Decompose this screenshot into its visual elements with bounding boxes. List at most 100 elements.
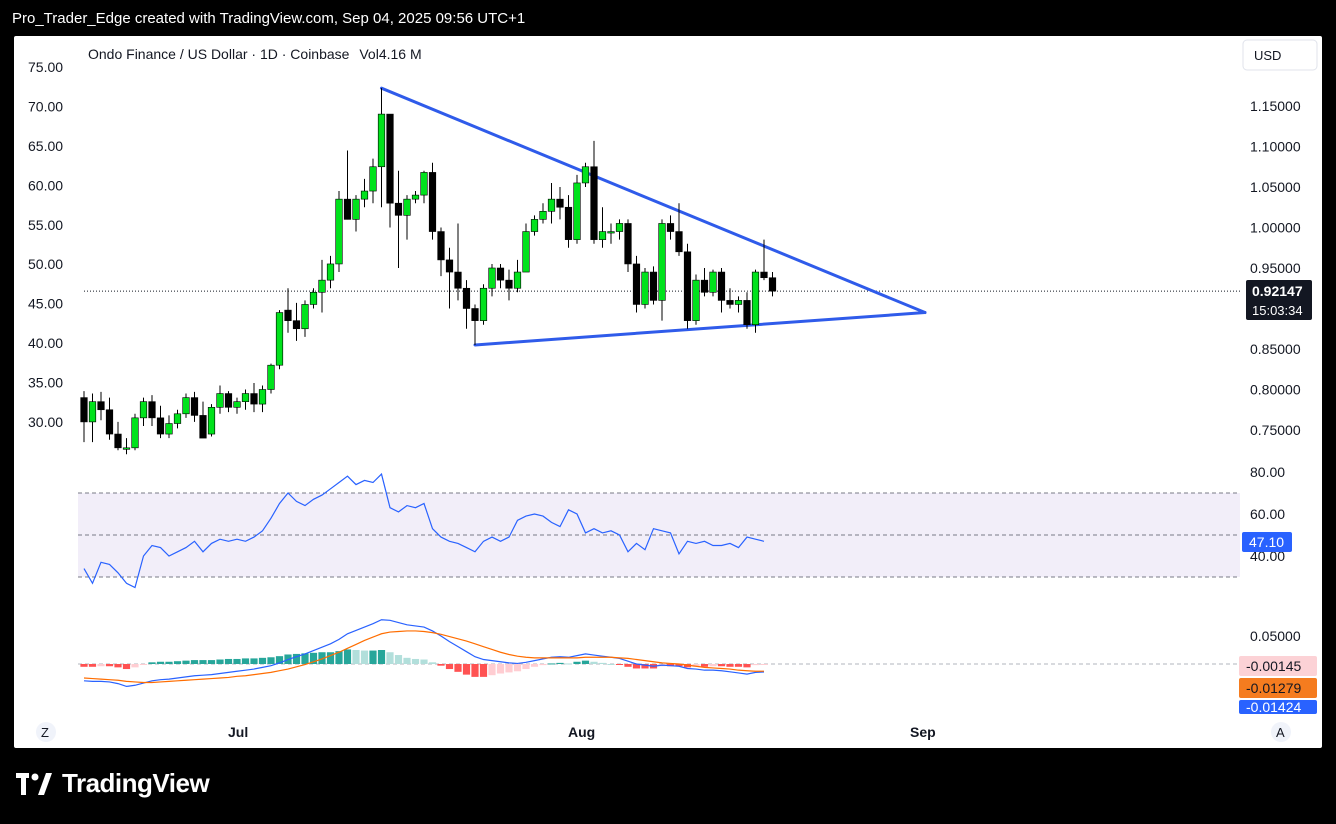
upper-trendline[interactable]: [380, 86, 927, 315]
candle: [709, 269, 717, 297]
macd-hist-bar: [292, 653, 301, 664]
macd-hist-bar: [692, 664, 700, 667]
candle: [377, 88, 386, 208]
candle-body: [632, 263, 641, 305]
candle-body: [233, 401, 241, 408]
candle: [692, 274, 700, 325]
bar-countdown: 15:03:34: [1252, 303, 1303, 318]
candle: [360, 178, 369, 208]
candle: [284, 288, 292, 333]
candle-body: [122, 447, 131, 450]
volume-value: 4.16 M: [379, 46, 422, 62]
candle: [114, 421, 122, 451]
timezone-button-label: Z: [41, 725, 49, 740]
candle: [352, 195, 360, 232]
candle: [335, 191, 343, 273]
right-axis-tick: 1.00000: [1250, 220, 1301, 236]
candle-body: [258, 389, 267, 405]
candle: [522, 223, 530, 273]
candle-body: [641, 271, 649, 305]
candle-body: [148, 401, 156, 419]
macd-hist-bar: [488, 664, 496, 676]
candle-body: [692, 279, 700, 321]
candle: [581, 162, 590, 187]
macd-hist-bar: [751, 664, 760, 666]
candle: [131, 413, 139, 451]
candle-body: [216, 393, 224, 408]
tradingview-logo: TradingView: [16, 768, 210, 799]
candle-body: [403, 198, 411, 216]
candle-body: [488, 267, 496, 289]
candle-body: [513, 271, 522, 289]
macd-hist-bar: [547, 663, 556, 665]
candle: [760, 239, 768, 281]
right-axis-tick: 1.10000: [1250, 139, 1301, 155]
macd-hist-bar: [530, 664, 539, 667]
macd-hist-value: -0.00145: [1246, 658, 1301, 674]
macd-hist-bar: [80, 664, 88, 667]
candle-body: [437, 231, 445, 261]
macd-hist-bar: [88, 664, 97, 667]
rsi-line: [83, 472, 765, 589]
macd-hist-bar: [309, 652, 318, 664]
candle: [173, 409, 182, 429]
candle: [547, 182, 556, 224]
candle: [420, 170, 428, 204]
candle-body: [683, 251, 692, 321]
candle: [624, 219, 632, 273]
candle-body: [326, 263, 335, 281]
tradingview-brand-name: TradingView: [62, 768, 210, 798]
macd-hist-bar: [641, 664, 649, 669]
candle: [462, 280, 471, 329]
currency-button[interactable]: USD: [1242, 39, 1318, 71]
candle: [105, 397, 114, 440]
macd-hist-bar: [386, 652, 394, 664]
candle-body: [241, 393, 250, 402]
macd-hist-bar: [496, 664, 505, 674]
candle-body: [377, 113, 386, 168]
right-axis-tick: 0.80000: [1250, 382, 1301, 398]
candle: [471, 304, 479, 345]
candle-body: [114, 433, 122, 449]
candle: [88, 393, 97, 443]
macd-hist-bar: [428, 662, 437, 664]
candle: [267, 363, 275, 394]
candle-body: [190, 397, 199, 416]
candle-body: [275, 312, 284, 366]
macd-hist-bar: [343, 649, 352, 664]
macd-hist-bar: [275, 656, 284, 664]
candle: [479, 284, 488, 325]
chart-panel[interactable]: 80.00 60.00 40.00 0.05000 75.00 70.00 65.00 6…: [14, 36, 1322, 748]
candle: [411, 191, 420, 204]
macd-hist-bar: [573, 661, 581, 664]
macd-hist-bar: [207, 660, 216, 664]
candle: [428, 162, 437, 240]
candle-body: [462, 287, 471, 309]
left-axis-tick: 50.00: [28, 256, 63, 272]
macd-hist-bar: [360, 650, 369, 664]
macd-hist-bar: [258, 657, 267, 664]
macd-hist-bar: [513, 664, 522, 672]
auto-scale-button[interactable]: A: [1271, 722, 1291, 742]
left-axis-tick: 65.00: [28, 138, 63, 154]
macd-hist-bar: [760, 664, 768, 665]
right-axis-tick: 0.95000: [1250, 260, 1301, 276]
candle-body: [658, 223, 666, 301]
candle: [768, 272, 777, 297]
macd-hist-bar: [403, 657, 411, 664]
lower-trendline[interactable]: [473, 311, 927, 347]
macd-hist-bar: [607, 664, 615, 665]
chart-svg[interactable]: 80.00 60.00 40.00 0.05000 75.00 70.00 65.00 6…: [14, 36, 1322, 748]
macd-signal-value: -0.01279: [1246, 680, 1301, 696]
macd-hist-bar: [97, 664, 105, 667]
timezone-button[interactable]: Z: [36, 722, 56, 742]
candle: [658, 219, 666, 321]
macd-hist-bar: [479, 664, 488, 677]
candle: [386, 113, 394, 228]
auto-scale-button-label: A: [1276, 725, 1285, 740]
tradingview-logo-icon: [16, 772, 52, 795]
time-axis-label: Sep: [910, 724, 936, 740]
candle-body: [360, 190, 369, 200]
candle-body: [564, 206, 573, 240]
candle: [641, 268, 649, 309]
